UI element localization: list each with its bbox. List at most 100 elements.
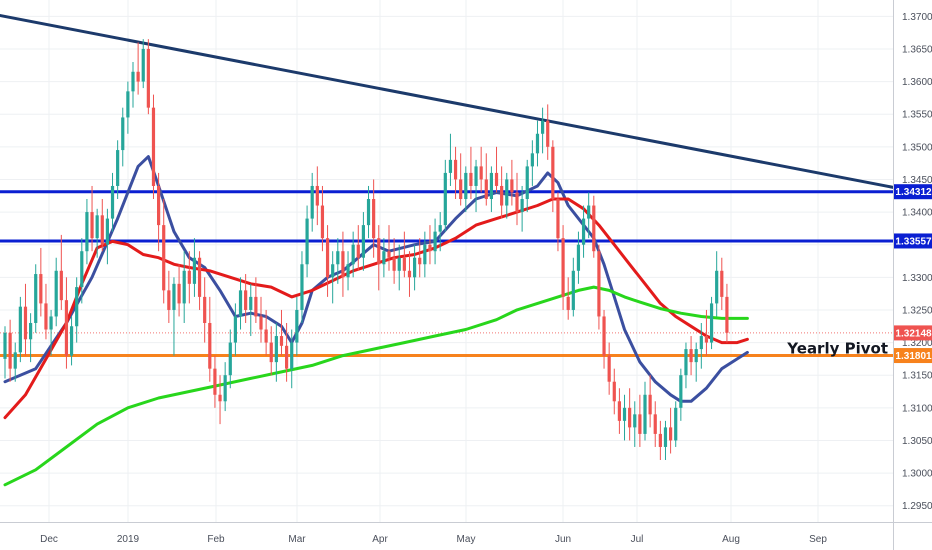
candle[interactable] (131, 61, 135, 108)
price-axis[interactable]: 1.29500 1.30000 1.30500 1.31000 1.31500 1.320… (893, 0, 932, 550)
candle[interactable] (500, 166, 504, 219)
candle[interactable] (49, 309, 53, 356)
trendline[interactable] (0, 0, 918, 194)
candle[interactable] (453, 146, 458, 200)
candle[interactable] (397, 244, 401, 291)
candle[interactable] (13, 342, 17, 382)
candle[interactable] (638, 394, 642, 447)
candle[interactable] (274, 322, 278, 382)
candle[interactable] (44, 283, 48, 340)
candle[interactable] (279, 309, 284, 356)
candle[interactable] (29, 313, 33, 363)
candle[interactable] (366, 185, 371, 239)
candle[interactable] (264, 309, 268, 356)
moving-average-line[interactable] (3, 155, 749, 403)
candle[interactable] (643, 381, 647, 441)
candle[interactable] (505, 172, 509, 219)
candle[interactable] (105, 208, 109, 265)
time-axis[interactable]: Dec 2019 Feb Mar Apr May Jun Jul Aug Sep (0, 522, 932, 546)
candle[interactable] (151, 94, 156, 200)
candle[interactable] (464, 166, 468, 213)
candle[interactable] (382, 238, 386, 278)
candle[interactable] (285, 322, 289, 382)
candle[interactable] (551, 140, 555, 213)
candle[interactable] (213, 355, 217, 408)
candle[interactable] (663, 420, 668, 461)
candle[interactable] (126, 81, 130, 134)
candle[interactable] (622, 394, 627, 441)
candle[interactable] (704, 309, 709, 356)
candle[interactable] (244, 274, 248, 323)
candle[interactable] (372, 179, 376, 258)
candle[interactable] (110, 172, 115, 232)
candle[interactable] (433, 218, 437, 265)
candle[interactable] (418, 238, 422, 278)
candle[interactable] (413, 244, 417, 291)
candle[interactable] (607, 342, 611, 395)
candle[interactable] (469, 146, 473, 200)
candle[interactable] (725, 283, 729, 343)
candle[interactable] (331, 251, 335, 304)
candle[interactable] (100, 199, 104, 252)
descending-trendline[interactable] (0, 0, 918, 194)
candle[interactable] (474, 159, 478, 213)
moving-average-line[interactable] (3, 285, 749, 487)
candle[interactable] (223, 362, 227, 412)
candlesticks[interactable] (3, 39, 729, 461)
candle[interactable] (80, 238, 84, 304)
candle[interactable] (679, 368, 683, 421)
candle[interactable] (479, 146, 483, 193)
candle[interactable] (689, 336, 693, 376)
candle[interactable] (407, 251, 412, 297)
candle[interactable] (146, 39, 150, 115)
candle[interactable] (556, 192, 560, 252)
candle[interactable] (377, 225, 381, 291)
candle[interactable] (182, 251, 186, 323)
candle[interactable] (336, 238, 340, 284)
candle[interactable] (325, 225, 330, 297)
candle[interactable] (238, 277, 243, 330)
candle[interactable] (694, 342, 698, 382)
candle[interactable] (715, 251, 719, 317)
candle[interactable] (23, 283, 28, 356)
candle[interactable] (402, 231, 406, 278)
candle[interactable] (249, 283, 253, 337)
candle[interactable] (121, 107, 125, 167)
candle[interactable] (669, 407, 673, 454)
candle[interactable] (172, 277, 176, 356)
candle[interactable] (587, 192, 591, 239)
candle[interactable] (320, 185, 325, 252)
candle[interactable] (387, 225, 391, 271)
candle[interactable] (136, 42, 140, 95)
candle[interactable] (341, 231, 345, 297)
candle[interactable] (699, 322, 703, 369)
candle[interactable] (34, 264, 38, 333)
candle[interactable] (162, 199, 166, 304)
candle[interactable] (592, 195, 596, 258)
candle[interactable] (8, 319, 12, 382)
candle[interactable] (581, 205, 586, 258)
candle[interactable] (525, 159, 529, 213)
candle[interactable] (617, 388, 621, 434)
candle[interactable] (85, 199, 89, 265)
candle[interactable] (141, 39, 145, 89)
candle[interactable] (566, 277, 570, 320)
candle[interactable] (459, 153, 463, 206)
candle[interactable] (648, 375, 652, 428)
candle[interactable] (571, 257, 575, 317)
candle[interactable] (269, 326, 273, 376)
candle[interactable] (208, 296, 212, 382)
candle[interactable] (203, 277, 207, 343)
candle[interactable] (541, 107, 545, 154)
candle[interactable] (428, 225, 432, 265)
candle[interactable] (218, 375, 222, 425)
candle[interactable] (392, 238, 396, 284)
candle[interactable] (75, 277, 79, 343)
candle[interactable] (197, 251, 202, 310)
candle[interactable] (612, 368, 616, 415)
candle[interactable] (653, 401, 657, 447)
candle[interactable] (228, 329, 232, 389)
candle[interactable] (39, 247, 43, 317)
